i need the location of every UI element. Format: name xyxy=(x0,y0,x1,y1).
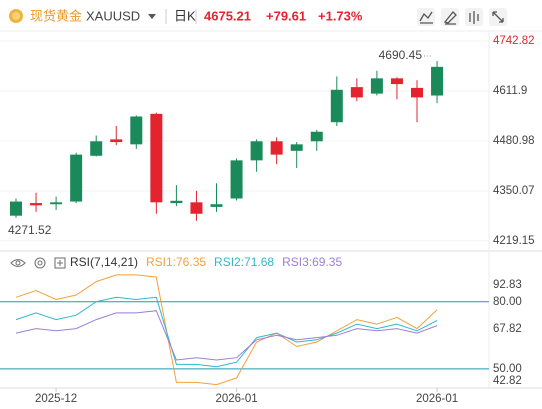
candle-body xyxy=(50,202,63,205)
x-tick-label: 2025-12 xyxy=(35,393,77,405)
symbol[interactable]: XAUUSD xyxy=(86,8,140,23)
draw-icon xyxy=(443,11,457,25)
y-tick-label: 67.82 xyxy=(493,323,522,335)
legend-entry: RSI3:69.35 xyxy=(282,255,342,269)
draw-button[interactable] xyxy=(441,8,459,26)
y-tick-label: 4219.15 xyxy=(493,235,535,247)
price: 4675.21 xyxy=(204,8,251,23)
candle-body xyxy=(190,202,203,214)
bars-icon xyxy=(469,11,479,24)
y-tick-label: 4611.9 xyxy=(493,85,527,97)
add-icon-cross xyxy=(57,260,63,266)
candle-body xyxy=(350,87,363,98)
settings-icon[interactable] xyxy=(34,257,46,269)
candle-body xyxy=(150,113,163,203)
legend-entry: RSI1:76.35 xyxy=(146,255,206,269)
add-icon[interactable] xyxy=(54,257,66,269)
x-tick-label: 2026-01 xyxy=(416,393,458,405)
candle-body xyxy=(390,78,403,85)
rsi-line xyxy=(15,274,438,386)
y-tick-label: 42.82 xyxy=(493,375,522,387)
indicator-icon xyxy=(419,11,433,24)
candle-body xyxy=(110,139,123,143)
rsi-line xyxy=(15,296,438,368)
change-percent: +1.73% xyxy=(318,8,363,23)
candle-body xyxy=(370,78,383,94)
expand-icon xyxy=(492,11,504,23)
low-annotation: 4271.52 xyxy=(8,223,52,237)
y-tick-label: 50.00 xyxy=(493,363,522,375)
candle-body xyxy=(270,141,283,155)
candle-body xyxy=(310,131,323,142)
candle-body xyxy=(230,160,243,199)
gold-icon-inner xyxy=(12,12,20,20)
candle-body xyxy=(170,200,183,204)
y-tick-label: 92.83 xyxy=(493,279,522,291)
candle-body xyxy=(210,204,223,207)
candle-body xyxy=(30,203,43,206)
dropdown-arrow[interactable] xyxy=(148,14,156,19)
legend-entry: RSI2:71.68 xyxy=(214,255,274,269)
instrument-name[interactable]: 现货黄金 xyxy=(30,8,82,23)
settings-center xyxy=(37,260,43,266)
y-tick-label: 4742.82 xyxy=(493,35,535,47)
indicator-button[interactable] xyxy=(417,8,435,26)
candle-body xyxy=(130,116,143,145)
period[interactable]: 日K xyxy=(174,8,196,23)
x-tick-label: 2026-01 xyxy=(215,393,257,405)
candle-body xyxy=(431,66,444,96)
candle-body xyxy=(70,154,83,202)
candle-body xyxy=(250,141,263,161)
y-tick-label: 80.00 xyxy=(493,296,522,308)
y-tick-label: 4480.98 xyxy=(493,135,535,147)
high-annotation: 4690.45 xyxy=(379,48,423,62)
rsi-line xyxy=(15,310,438,361)
change: +79.61 xyxy=(266,8,306,23)
top-bar: 现货黄金 XAUUSD 日K 4675.21 +79.61 +1.73% xyxy=(0,8,542,32)
y-tick-label: 4350.07 xyxy=(493,185,535,197)
candle-body xyxy=(10,201,22,216)
candle-body xyxy=(411,87,423,98)
eye-icon[interactable] xyxy=(10,258,26,268)
candle-body xyxy=(330,89,343,123)
candle-body xyxy=(90,141,103,156)
indicator-title: RSI(7,14,21) xyxy=(70,255,138,269)
eye-pupil xyxy=(15,260,21,266)
candle-body xyxy=(290,144,303,151)
